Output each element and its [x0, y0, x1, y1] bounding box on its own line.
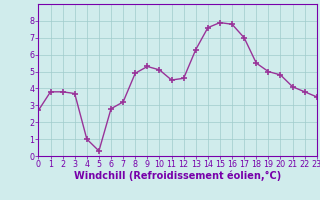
X-axis label: Windchill (Refroidissement éolien,°C): Windchill (Refroidissement éolien,°C)	[74, 171, 281, 181]
